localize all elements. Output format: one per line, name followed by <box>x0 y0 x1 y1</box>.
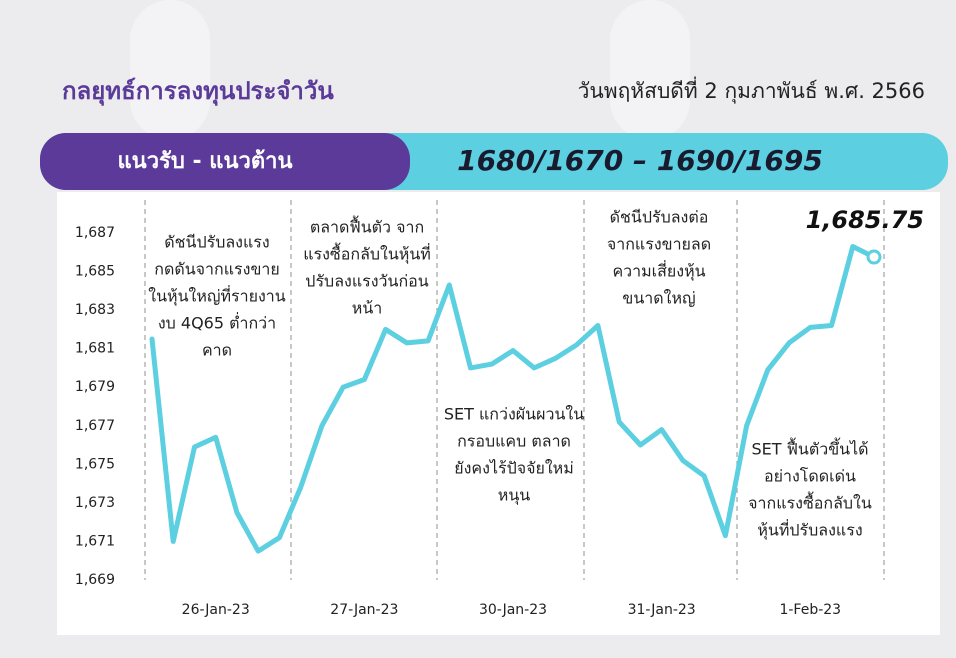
banner-label-box <box>40 133 410 190</box>
annotation: ขนาดใหญ่ <box>622 289 695 308</box>
annotation: ดัชนีปรับลงแรง <box>164 233 269 252</box>
y-tick-label: 1,671 <box>75 533 115 549</box>
banner-levels: 1680/1670 – 1690/1695 <box>457 144 823 177</box>
value-label: 1,685.75 <box>806 206 924 234</box>
annotation: จากแรงซื้อกลับใน <box>748 492 872 513</box>
x-tick-label: 27-Jan-23 <box>330 602 398 618</box>
y-tick-label: 1,683 <box>75 302 115 318</box>
chart-panel <box>57 192 940 635</box>
x-tick-label: 26-Jan-23 <box>182 602 250 618</box>
x-tick-label: 31-Jan-23 <box>628 602 696 618</box>
annotation: หน้า <box>352 299 382 318</box>
dividers <box>144 200 885 580</box>
annotation: งบ 4Q65 ต่ำกว่า <box>158 312 276 333</box>
annotation: กดดันจากแรงขาย <box>154 260 279 279</box>
date: วันพฤหัสบดีที่ 2 กุมภาพันธ์ พ.ศ. 2566 <box>578 76 925 104</box>
y-tick-label: 1,679 <box>75 379 115 395</box>
annotation: กรอบแคบ ตลาด <box>457 432 571 451</box>
y-tick-label: 1,673 <box>75 495 115 511</box>
annotation: ปรับลงแรงวันก่อน <box>305 272 428 291</box>
last-point <box>866 249 882 265</box>
annotation: คาด <box>202 341 232 360</box>
annotation: ความเสี่ยงหุ้น <box>612 260 705 282</box>
y-tick-label: 1,687 <box>75 225 115 241</box>
annotation: แรงซื้อกลับในหุ้นที่ <box>303 243 431 265</box>
y-tick-label: 1,669 <box>75 572 115 588</box>
annotation: ยังคงไร้ปัจจัยใหม่ <box>454 459 574 478</box>
annotation: จากแรงขายลด <box>607 235 711 254</box>
y-tick-label: 1,681 <box>75 341 115 357</box>
annotation: SET แกว่งผันผวนใน <box>444 405 584 424</box>
price-line <box>149 244 877 554</box>
background-shape <box>610 0 690 140</box>
y-tick-label: 1,677 <box>75 418 115 434</box>
background-shape <box>130 0 210 140</box>
annotation: ดัชนีปรับลงต่อ <box>610 208 709 227</box>
annotation: หนุน <box>498 486 530 506</box>
x-tick-label: 30-Jan-23 <box>479 602 547 618</box>
page-title: กลยุทธ์การลงทุนประจำวัน <box>62 77 334 107</box>
annotation: ในหุ้นใหญ่ที่รายงาน <box>148 285 286 307</box>
banner-label: แนวรับ - แนวต้าน <box>117 149 292 174</box>
y-tick-label: 1,675 <box>75 456 115 472</box>
annotation: อย่างโดดเด่น <box>764 467 856 486</box>
y-tick-label: 1,685 <box>75 264 115 280</box>
annotation: SET ฟื้นตัวขึ้นได้ <box>751 438 868 459</box>
x-tick-label: 1-Feb-23 <box>779 602 841 618</box>
annotation: หุ้นที่ปรับลงแรง <box>757 519 862 541</box>
annotation: ตลาดฟื้นตัว จาก <box>310 216 424 237</box>
